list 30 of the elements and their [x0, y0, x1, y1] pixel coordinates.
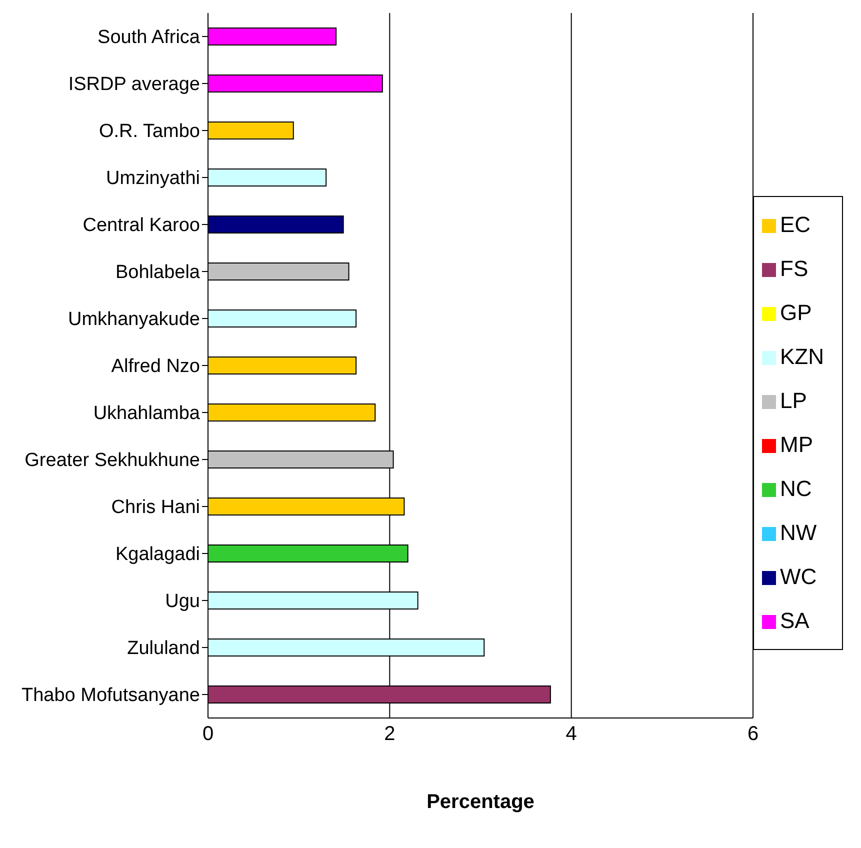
legend-label: EC — [780, 212, 811, 237]
y-tick-label: South Africa — [98, 27, 200, 48]
legend-label: KZN — [780, 344, 824, 369]
y-tick-label: ISRDP average — [68, 74, 200, 96]
y-tick-label: Greater Sekhukhune — [24, 450, 200, 472]
y-tick-label: Chris Hani — [111, 497, 200, 518]
y-tick-label: Ukhahlamba — [93, 403, 200, 424]
legend-label: FS — [780, 256, 808, 281]
legend-label: SA — [780, 608, 810, 633]
legend-label: WC — [780, 564, 817, 589]
y-tick-label: Thabo Mofutsanyane — [21, 685, 200, 706]
x-tick-label: 0 — [202, 723, 214, 746]
y-tick-label: Central Karoo — [82, 215, 200, 236]
y-tick-label: Ugu — [165, 591, 200, 612]
legend-label: MP — [780, 432, 813, 457]
y-tick-label: Alfred Nzo — [111, 356, 200, 378]
y-tick-label: Umzinyathi — [106, 168, 200, 190]
legend-label: NW — [780, 520, 817, 545]
y-tick-label: Zululand — [127, 638, 200, 660]
x-tick-label: 6 — [747, 723, 759, 746]
y-tick-label: Kgalagadi — [115, 544, 200, 566]
y-tick-label: Umkhanyakude — [68, 309, 200, 330]
y-tick-label: Bohlabela — [115, 262, 200, 284]
legend-label: LP — [780, 388, 807, 413]
x-axis-title: Percentage — [426, 791, 534, 813]
y-tick-label: O.R. Tambo — [98, 121, 200, 142]
legend-label: GP — [780, 300, 812, 325]
x-tick-label: 4 — [566, 723, 577, 746]
legend-label: NC — [780, 476, 812, 501]
x-tick-label: 2 — [384, 723, 396, 746]
